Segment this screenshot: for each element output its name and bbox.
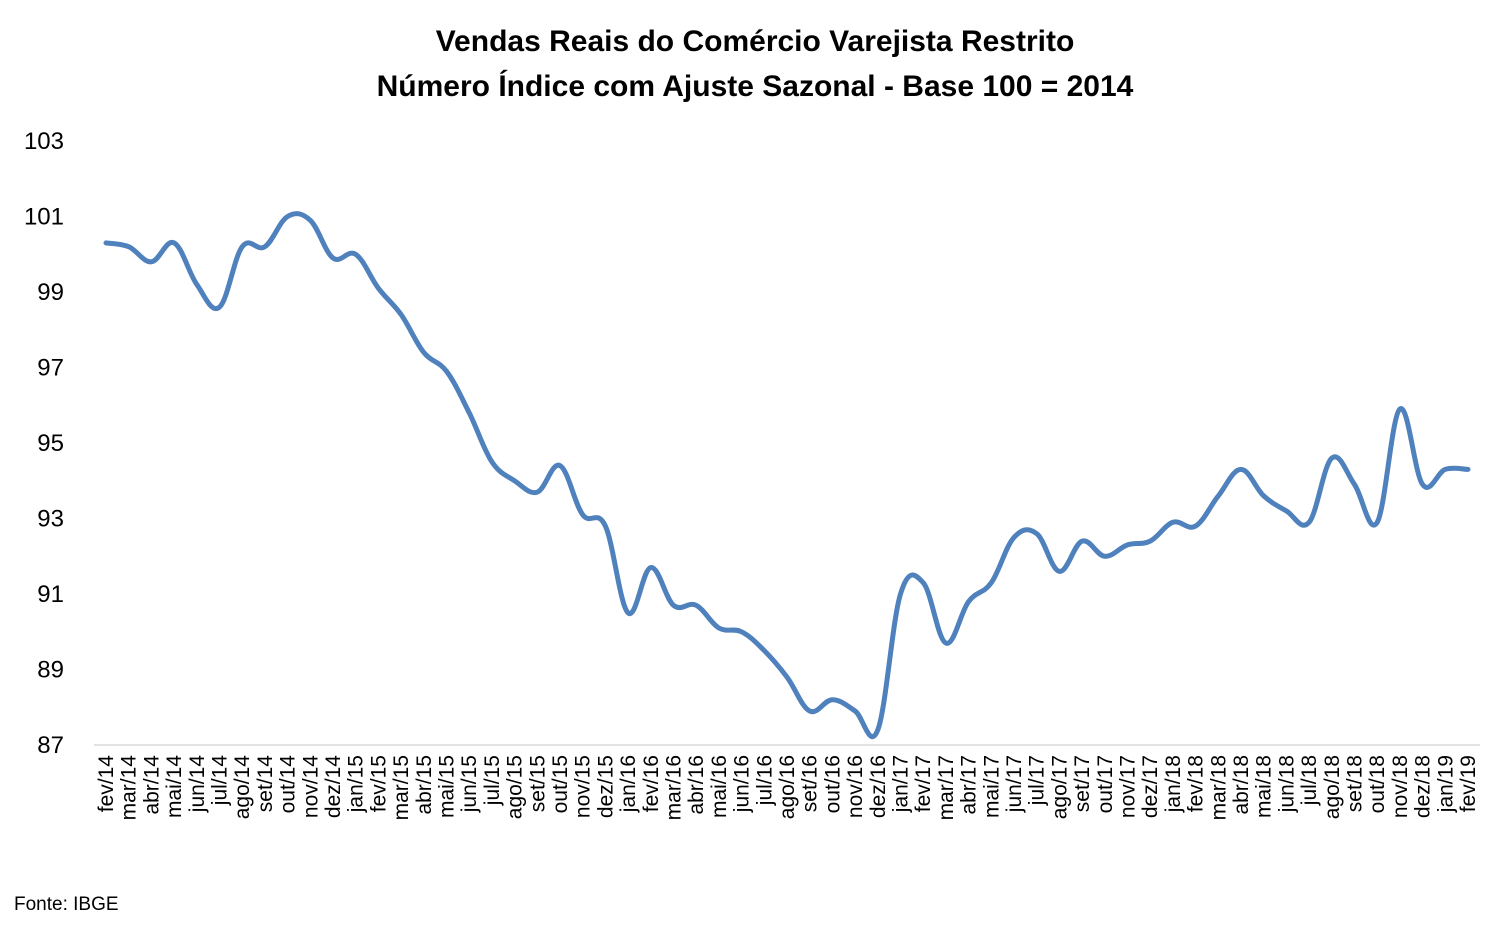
x-tick-label: jun/14 <box>186 755 209 814</box>
series-line <box>103 211 1471 740</box>
x-tick-label: ago/14 <box>231 755 254 820</box>
x-tick-label: dez/18 <box>1412 755 1435 818</box>
x-tick-label: fev/14 <box>95 755 118 813</box>
x-tick-label: out/14 <box>277 755 300 814</box>
x-tick-label: out/18 <box>1366 755 1389 813</box>
y-tick-label: 97 <box>37 355 64 382</box>
x-tick-label: jul/14 <box>209 755 232 807</box>
x-tick-label: abr/18 <box>1230 755 1253 815</box>
x-tick-label: jul/17 <box>1026 755 1049 806</box>
x-tick-label: abr/15 <box>413 755 436 815</box>
x-tick-label: set/15 <box>526 755 549 812</box>
x-tick-label: set/14 <box>254 755 277 813</box>
x-tick-label: dez/17 <box>1139 755 1162 818</box>
x-tick-label: jul/18 <box>1298 755 1321 806</box>
x-tick-label: mar/17 <box>935 755 958 820</box>
x-tick-label: nov/15 <box>572 755 595 818</box>
x-tick-label: set/16 <box>799 755 822 812</box>
x-tick-label: out/17 <box>1094 755 1117 813</box>
x-tick-label: nov/17 <box>1117 755 1140 818</box>
x-tick-label: nov/18 <box>1389 755 1412 818</box>
x-tick-label: abr/14 <box>140 755 163 815</box>
x-tick-label: ago/16 <box>776 755 799 819</box>
x-tick-label: mai/14 <box>163 755 186 818</box>
y-tick-label: 89 <box>37 657 64 684</box>
chart-title: Vendas Reais do Comércio Varejista Restr… <box>436 25 1075 58</box>
x-tick-label: set/18 <box>1344 755 1367 812</box>
x-tick-label: fev/16 <box>640 755 663 812</box>
x-tick-label: jun/17 <box>1003 755 1026 813</box>
x-tick-label: mai/15 <box>436 755 459 818</box>
x-tick-label: dez/16 <box>867 755 890 818</box>
x-tick-label: abr/16 <box>685 755 708 815</box>
x-tick-label: fev/19 <box>1457 755 1480 812</box>
x-tick-label: jun/16 <box>731 755 754 813</box>
x-tick-label: fev/15 <box>367 755 390 812</box>
source-note: Fonte: IBGE <box>14 894 119 915</box>
x-tick-label: dez/14 <box>322 755 345 818</box>
x-tick-label: nov/14 <box>299 755 322 818</box>
chart-subtitle: Número Índice com Ajuste Sazonal - Base … <box>377 69 1134 103</box>
y-tick-label: 99 <box>37 279 64 306</box>
x-tick-label: jan/15 <box>345 755 368 813</box>
x-tick-label: ago/15 <box>504 755 527 819</box>
y-tick-label: 91 <box>37 581 64 608</box>
y-tick-label: 93 <box>37 506 64 533</box>
y-tick-label: 95 <box>37 430 64 457</box>
y-tick-label: 101 <box>24 204 64 231</box>
y-tick-label: 87 <box>37 732 64 759</box>
x-tick-label: jul/15 <box>481 755 504 806</box>
x-tick-label: jul/16 <box>753 755 776 806</box>
x-tick-label: mar/15 <box>390 755 413 820</box>
x-axis: fev/14 mar/14 abr/14 mai/14 jun/14 jul/14 ago/… <box>94 744 1480 821</box>
x-tick-label: mai/18 <box>1253 755 1276 818</box>
x-tick-label: mai/17 <box>980 755 1003 818</box>
x-tick-label: mar/14 <box>118 755 141 821</box>
x-tick-label: ago/18 <box>1321 755 1344 819</box>
x-tick-label: dez/15 <box>594 755 617 818</box>
x-tick-label: out/15 <box>549 755 572 813</box>
x-tick-label: fev/17 <box>912 755 935 812</box>
x-tick-label: jan/18 <box>1162 755 1185 813</box>
x-tick-label: set/17 <box>1071 755 1094 812</box>
y-axis: 87 89 91 93 95 97 99 101 103 <box>24 128 64 759</box>
x-tick-label: mar/16 <box>663 755 686 820</box>
x-tick-label: fev/18 <box>1185 755 1208 812</box>
x-tick-label: mar/18 <box>1207 755 1230 820</box>
x-tick-label: jun/18 <box>1275 755 1298 813</box>
x-tick-label: jan/19 <box>1434 755 1457 813</box>
series-layer <box>103 211 1471 740</box>
x-tick-label: mai/16 <box>708 755 731 818</box>
x-tick-label: nov/16 <box>844 755 867 818</box>
y-tick-label: 103 <box>24 128 64 155</box>
x-tick-label: abr/17 <box>958 755 981 815</box>
x-tick-label: jan/16 <box>617 755 640 813</box>
x-tick-label: ago/17 <box>1048 755 1071 819</box>
x-tick-label: jan/17 <box>890 755 913 813</box>
x-tick-label: jun/15 <box>458 755 481 813</box>
x-tick-label: out/16 <box>821 755 844 813</box>
